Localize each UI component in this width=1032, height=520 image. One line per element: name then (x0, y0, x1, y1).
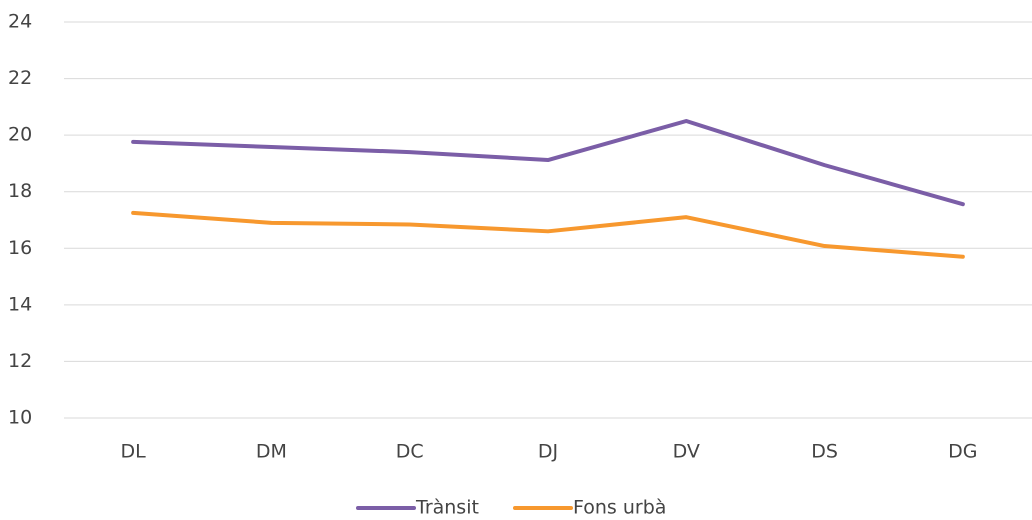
x-tick-label: DJ (538, 441, 558, 463)
x-tick-label: DG (948, 441, 977, 463)
y-tick-label: 24 (8, 11, 32, 33)
y-tick-label: 12 (8, 350, 32, 372)
y-tick-label: 14 (8, 293, 32, 315)
y-tick-label: 18 (8, 180, 32, 202)
series-line (131, 210, 965, 259)
legend-label: Trànsit (415, 497, 479, 519)
x-tick-label: DV (673, 441, 700, 463)
x-tick-label: DS (811, 441, 838, 463)
y-tick-label: 16 (8, 237, 32, 259)
x-tick-label: DC (396, 441, 424, 463)
series-line (131, 119, 965, 207)
x-tick-label: DM (256, 441, 287, 463)
y-tick-label: 20 (8, 124, 32, 146)
y-tick-label: 22 (8, 67, 32, 89)
y-tick-label: 10 (8, 407, 32, 429)
x-tick-label: DL (121, 441, 147, 463)
legend-label: Fons urbà (573, 497, 666, 519)
